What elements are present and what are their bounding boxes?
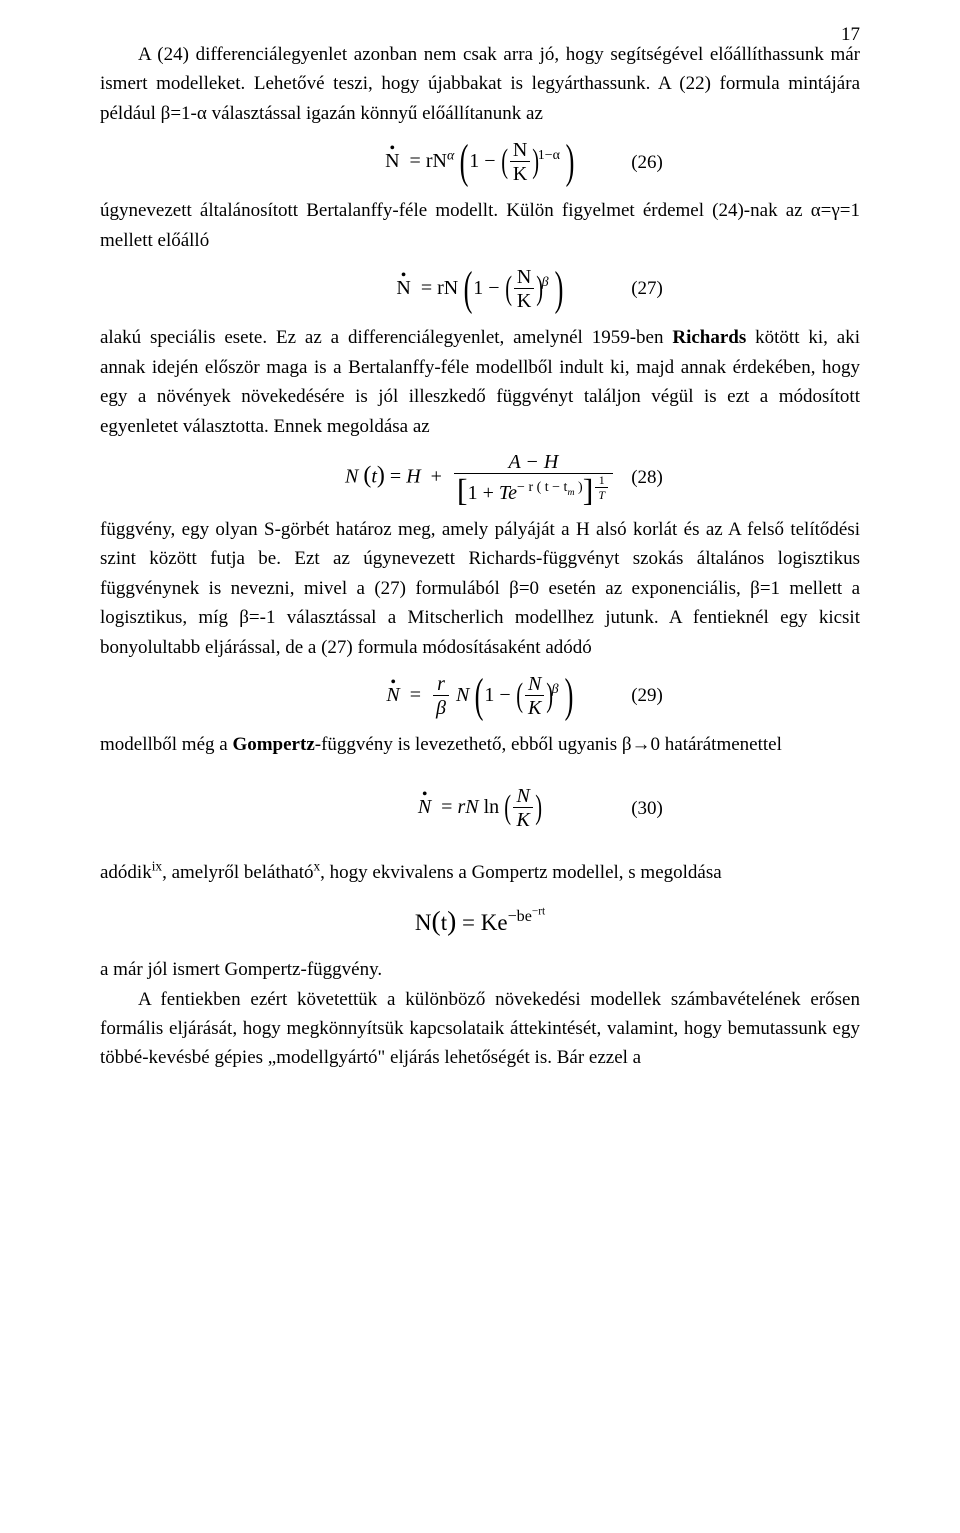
gompertz-name: Gompertz <box>232 734 314 755</box>
equation-29: N = rβ N (1 − (NK)β ) <box>386 673 573 720</box>
equation-27: N = rN (1 − (NK)β ) <box>396 266 563 313</box>
richards-name: Richards <box>672 327 746 348</box>
equation-30: N = rN ln (NK) <box>418 785 542 832</box>
paragraph-8: A fentiekben ezért követettük a különböz… <box>100 985 860 1073</box>
equation-31-row: N(t) = Ke−be−rt <box>100 897 860 945</box>
equation-30-number: (30) <box>631 794 663 823</box>
equation-27-number: (27) <box>631 274 663 303</box>
equation-29-row: N = rβ N (1 − (NK)β ) (29) <box>100 672 860 720</box>
equation-27-row: N = rN (1 − (NK)β ) (27) <box>100 265 860 313</box>
equation-28-number: (28) <box>631 463 663 492</box>
page: 17 A (24) differenciálegyenlet azonban n… <box>0 0 960 1533</box>
equation-26-row: N = rNα (1 − (NK)1−α ) (26) <box>100 138 860 186</box>
paragraph-4: függvény, egy olyan S-görbét határoz meg… <box>100 515 860 662</box>
equation-31: N(t) = Ke−be−rt <box>415 900 545 943</box>
paragraph-1: A (24) differenciálegyenlet azonban nem … <box>100 40 860 128</box>
paragraph-6: adódikix, amelyről beláthatóx, hogy ekvi… <box>100 858 860 887</box>
equation-29-number: (29) <box>631 681 663 710</box>
paragraph-7: a már jól ismert Gompertz-függvény. <box>100 955 860 984</box>
equation-26: N = rNα (1 − (NK)1−α ) <box>385 139 575 186</box>
paragraph-2: úgynevezett általánosított Bertalanffy-f… <box>100 196 860 255</box>
equation-30-row: N = rN ln (NK) (30) <box>100 785 860 833</box>
paragraph-5: modellből még a Gompertz-függvény is lev… <box>100 730 860 759</box>
equation-26-number: (26) <box>631 148 663 177</box>
page-number: 17 <box>841 20 860 49</box>
paragraph-3: alakú speciális esete. Ez az a differenc… <box>100 323 860 441</box>
equation-28: N (t) = H + A − H [1 + Te− r ( t − tm )]… <box>345 451 615 505</box>
equation-28-row: N (t) = H + A − H [1 + Te− r ( t − tm )]… <box>100 451 860 505</box>
footnote-ref-ix: ix <box>152 858 162 873</box>
